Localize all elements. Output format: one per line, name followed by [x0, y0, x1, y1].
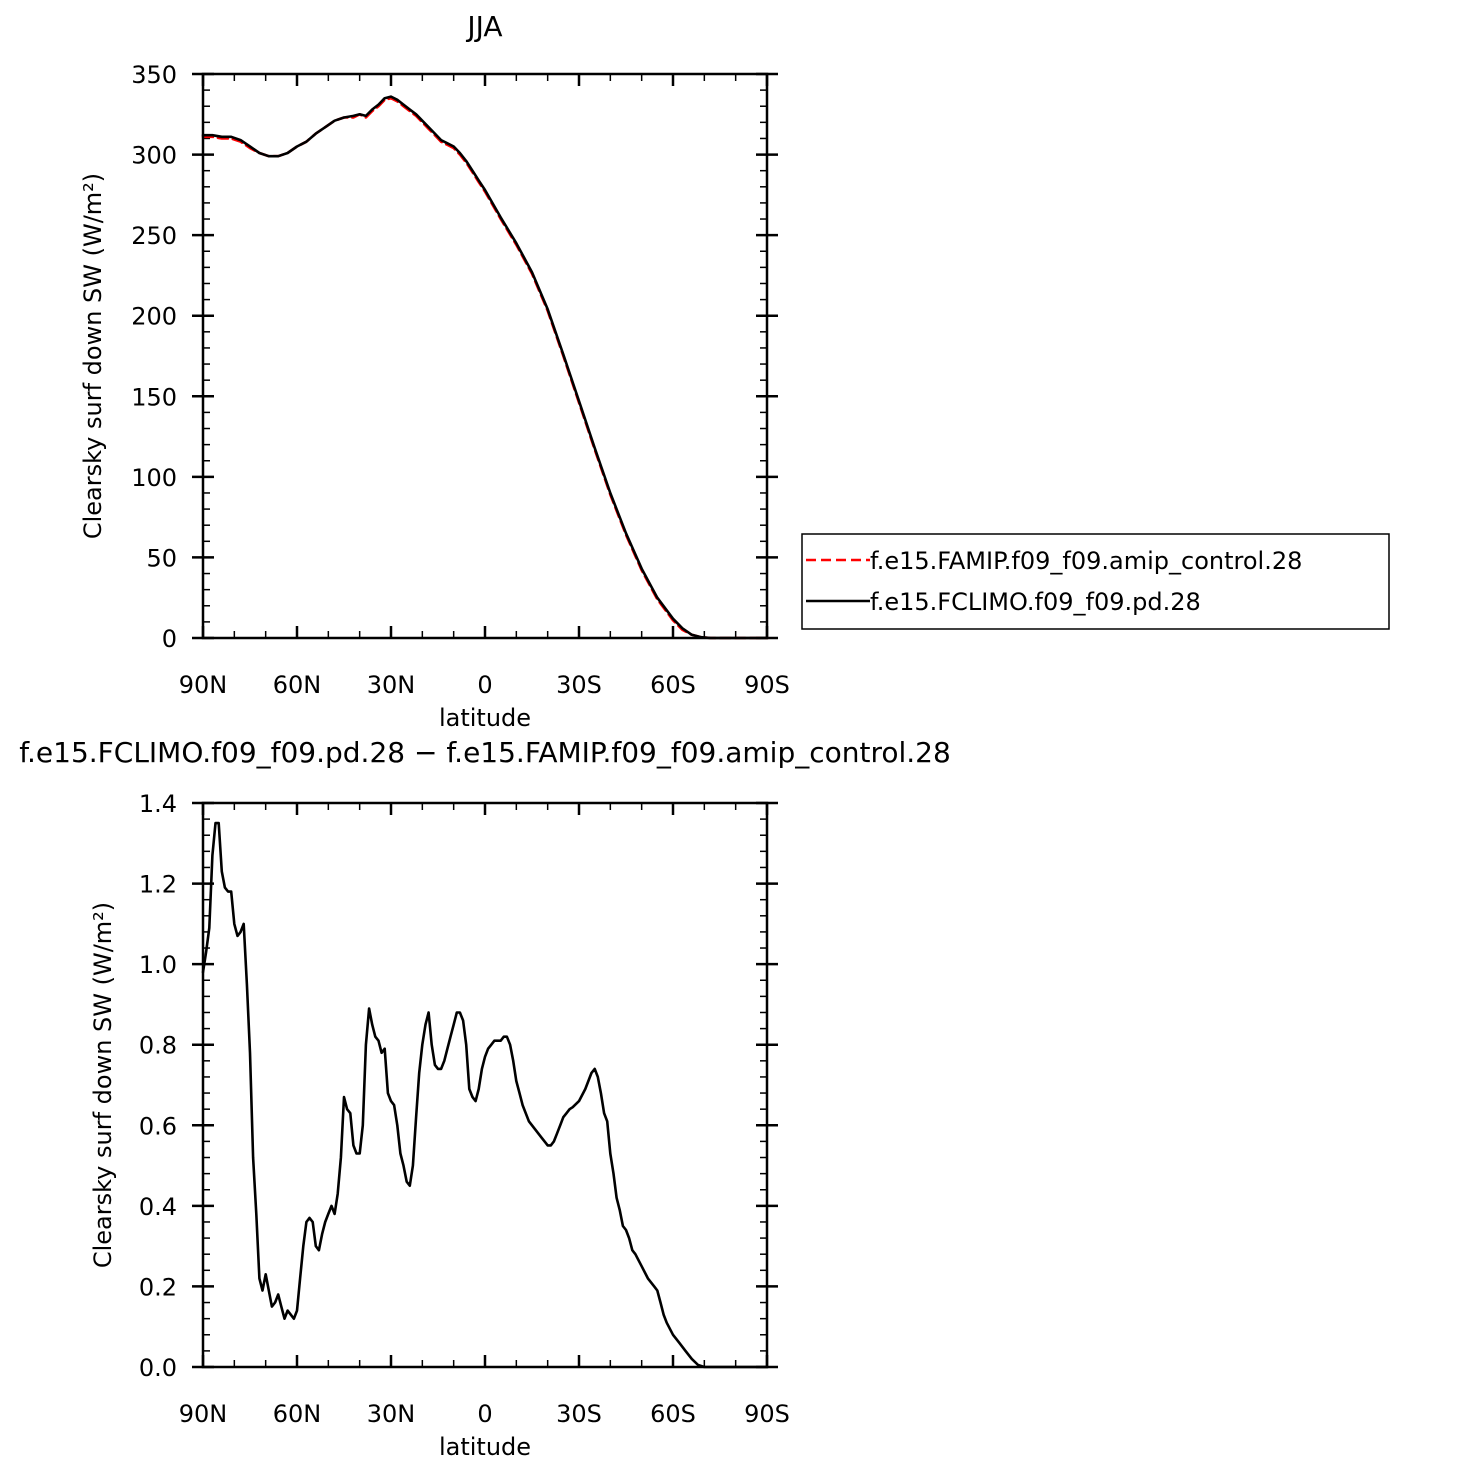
- bottom-y-tick-label: 0.8: [139, 1032, 177, 1060]
- top-y-tick-label: 350: [131, 61, 177, 89]
- top-y-tick-label: 100: [131, 464, 177, 492]
- bottom-x-tick-label: 30S: [556, 1400, 602, 1428]
- bottom-x-tick-label: 30N: [367, 1400, 416, 1428]
- bottom-ticks: [192, 801, 778, 1369]
- top-plot-frame: [201, 72, 769, 640]
- bottom-x-axis-title: latitude: [439, 1433, 531, 1461]
- bottom-y-tick-label: 0.2: [139, 1273, 177, 1301]
- top-panel: JJA 90N 60N 30N 0 30S 60S 90S 0 50 100 150 200 250 30…: [79, 10, 790, 732]
- top-series-line-0: [201, 96, 769, 640]
- legend: f.e15.FAMIP.f09_f09.amip_control.28 f.e1…: [801, 533, 1390, 630]
- top-ticks: [192, 72, 778, 640]
- top-y-tick-label: 250: [131, 222, 177, 250]
- top-y-tick-label: 0: [162, 625, 177, 653]
- bottom-tick-labels: 90N 60N 30N 0 30S 60S 90S 0.0 0.2 0.4 0.6 0.8 1.0 1.2…: [139, 790, 790, 1428]
- bottom-x-tick-label: 0: [477, 1400, 492, 1428]
- top-x-tick-label: 30S: [556, 671, 602, 699]
- bottom-x-tick-label: 60S: [650, 1400, 696, 1428]
- top-y-axis-title: Clearsky surf down SW (W/m²): [79, 173, 107, 539]
- top-x-tick-label: 90S: [744, 671, 790, 699]
- legend-label-famip: f.e15.FAMIP.f09_f09.amip_control.28: [870, 547, 1302, 575]
- top-y-tick-label: 300: [131, 142, 177, 170]
- bottom-y-tick-label: 1.2: [139, 871, 177, 899]
- bottom-series-line-0: [201, 821, 769, 1369]
- top-series-line-1: [201, 95, 769, 640]
- top-x-tick-label: 60N: [273, 671, 322, 699]
- top-y-tick-label: 200: [131, 303, 177, 331]
- top-y-tick-label: 50: [146, 544, 177, 572]
- bottom-x-tick-label: 90N: [179, 1400, 228, 1428]
- top-plot-title: JJA: [465, 10, 502, 43]
- bottom-y-tick-label: 0.0: [139, 1354, 177, 1382]
- bottom-x-tick-label: 90S: [744, 1400, 790, 1428]
- top-series-group: [201, 95, 769, 640]
- top-y-tick-label: 150: [131, 383, 177, 411]
- bottom-y-axis-title: Clearsky surf down SW (W/m²): [89, 902, 117, 1268]
- bottom-y-tick-label: 1.4: [139, 790, 177, 818]
- bottom-panel: f.e15.FCLIMO.f09_f09.pd.28 − f.e15.FAMIP…: [19, 736, 951, 1461]
- legend-label-fclimo: f.e15.FCLIMO.f09_f09.pd.28: [870, 588, 1201, 616]
- legend-box: [801, 533, 1390, 630]
- top-x-tick-label: 30N: [367, 671, 416, 699]
- bottom-plot-title: f.e15.FCLIMO.f09_f09.pd.28 − f.e15.FAMIP…: [19, 736, 951, 769]
- top-x-tick-label: 60S: [650, 671, 696, 699]
- bottom-x-tick-label: 60N: [273, 1400, 322, 1428]
- bottom-series-group: [201, 821, 769, 1369]
- bottom-plot-frame: [201, 801, 769, 1369]
- top-x-axis-title: latitude: [439, 704, 531, 732]
- top-tick-labels: 90N 60N 30N 0 30S 60S 90S 0 50 100 150 200 250 300 350: [131, 61, 790, 699]
- bottom-y-tick-label: 1.0: [139, 951, 177, 979]
- top-x-tick-label: 90N: [179, 671, 228, 699]
- top-x-tick-label: 0: [477, 671, 492, 699]
- bottom-y-tick-label: 0.6: [139, 1112, 177, 1140]
- bottom-y-tick-label: 0.4: [139, 1193, 177, 1221]
